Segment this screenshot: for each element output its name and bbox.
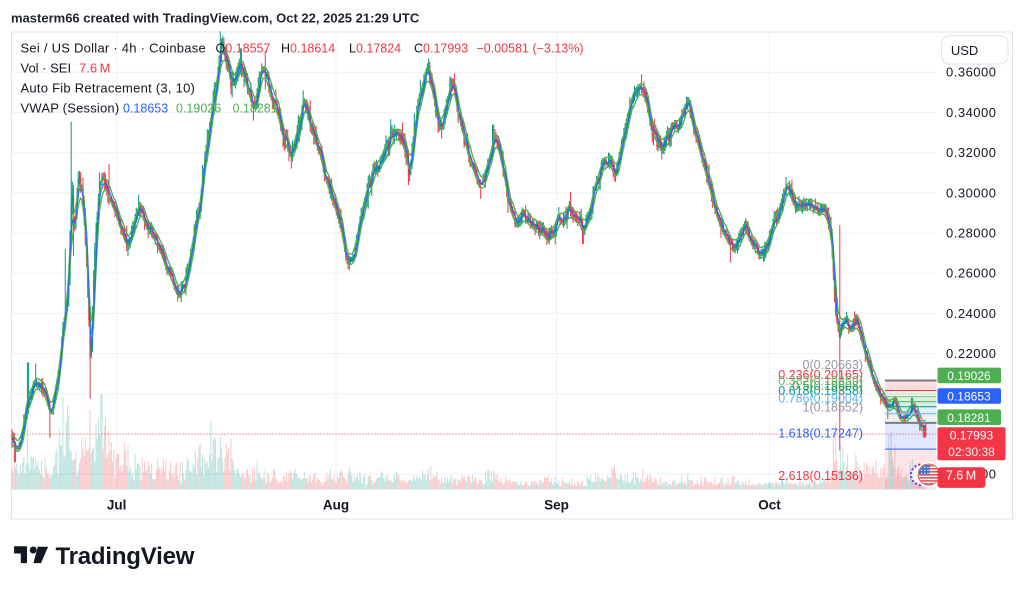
svg-text:0.22000: 0.22000 — [946, 346, 997, 361]
svg-text:masterm66 created with Trading: masterm66 created with TradingView.com, … — [11, 10, 420, 25]
svg-text:Oct: Oct — [758, 497, 781, 512]
svg-text:0.36000: 0.36000 — [946, 65, 997, 80]
svg-text:0.32000: 0.32000 — [946, 145, 997, 160]
svg-text:02:30:38: 02:30:38 — [948, 445, 995, 459]
svg-text:O0.18557: O0.18557 — [216, 42, 271, 56]
svg-text:0.786(0.19004): 0.786(0.19004) — [778, 391, 863, 405]
svg-text:Auto Fib Retracement (3, 10): Auto Fib Retracement (3, 10) — [21, 81, 196, 96]
svg-text:1.618(0.17247): 1.618(0.17247) — [778, 427, 863, 441]
svg-text:0.18281: 0.18281 — [233, 102, 278, 116]
svg-text:2.618(0.15136): 2.618(0.15136) — [778, 469, 863, 483]
svg-text:0.34000: 0.34000 — [946, 105, 997, 120]
svg-text:1(0.18552): 1(0.18552) — [803, 400, 863, 414]
svg-text:0.17993: 0.17993 — [950, 429, 994, 443]
svg-text:0.18653: 0.18653 — [123, 102, 168, 116]
svg-text:Jul: Jul — [107, 497, 127, 512]
svg-text:Sei / US Dollar · 4h · Coinbas: Sei / US Dollar · 4h · Coinbase — [21, 41, 207, 56]
svg-text:7.6 M: 7.6 M — [79, 61, 111, 76]
svg-text:USD: USD — [951, 43, 978, 58]
svg-text:0.26000: 0.26000 — [946, 266, 997, 281]
svg-text:Vol · SEI: Vol · SEI — [21, 61, 72, 76]
svg-text:0.24000: 0.24000 — [946, 306, 997, 321]
svg-text:7.6 M: 7.6 M — [946, 469, 976, 483]
svg-text:C0.17993: C0.17993 — [414, 42, 468, 56]
svg-text:0.382(0.19859): 0.382(0.19859) — [778, 374, 863, 388]
svg-text:H0.18614: H0.18614 — [281, 42, 335, 56]
svg-text:0.618(0.19358): 0.618(0.19358) — [778, 384, 863, 398]
svg-text:0(0.20663): 0(0.20663) — [803, 358, 863, 372]
svg-text:0.18653: 0.18653 — [947, 390, 991, 404]
svg-text:Sep: Sep — [544, 497, 569, 512]
svg-text:0.5(0.19608): 0.5(0.19608) — [792, 379, 863, 393]
svg-text:VWAP (Session): VWAP (Session) — [21, 101, 120, 116]
svg-text:L0.17824: L0.17824 — [349, 42, 401, 56]
svg-text:0.19026: 0.19026 — [176, 102, 221, 116]
svg-text:0.18281: 0.18281 — [947, 411, 991, 425]
svg-text:0.28000: 0.28000 — [946, 226, 997, 241]
svg-text:0.19026: 0.19026 — [947, 369, 991, 383]
svg-text:0.30000: 0.30000 — [946, 185, 997, 200]
svg-text:Aug: Aug — [323, 497, 349, 512]
svg-text:TradingView: TradingView — [56, 543, 195, 570]
svg-text:−0.00581 (−3.13%): −0.00581 (−3.13%) — [477, 42, 584, 56]
svg-text:0.236(0.20165): 0.236(0.20165) — [778, 368, 863, 382]
